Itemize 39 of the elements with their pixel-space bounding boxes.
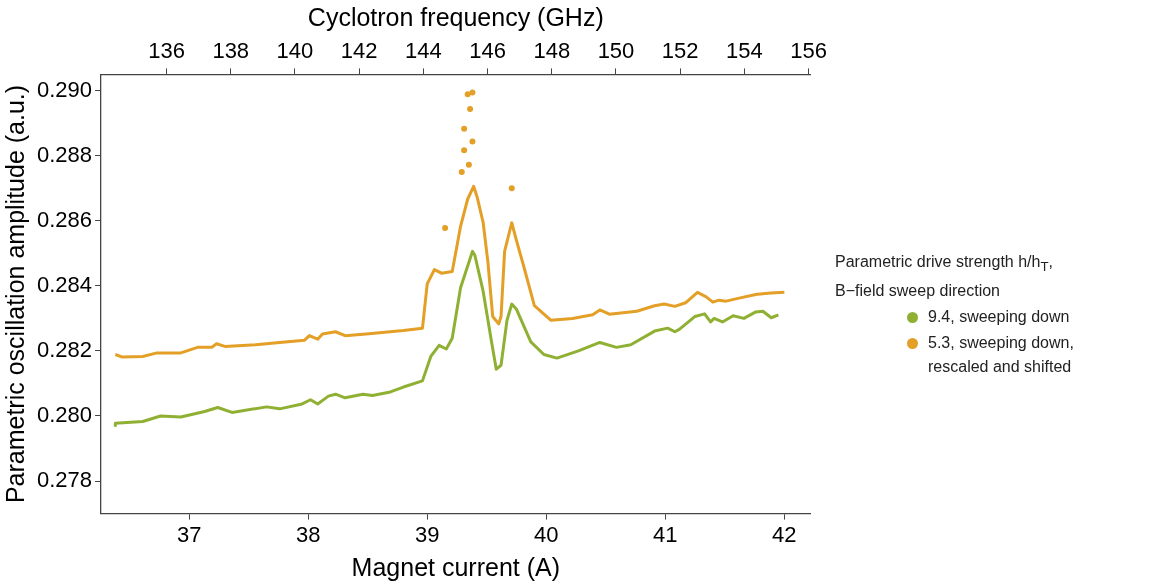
point	[465, 161, 472, 168]
point	[461, 147, 468, 154]
y-tick-label: 0.278	[36, 467, 93, 493]
x2-tick-label: 136	[148, 38, 185, 64]
x2-tick-label: 156	[790, 38, 827, 64]
x2-tick-label: 148	[533, 38, 571, 64]
y-tick-label: 0.286	[36, 206, 93, 232]
x-tick-label: 40	[534, 521, 559, 547]
x-tick-label: 41	[653, 521, 678, 547]
x-tick-label: 37	[176, 521, 202, 547]
x-tick-label: 39	[414, 521, 440, 547]
y-tick-label: 0.288	[36, 141, 93, 167]
y-tick-label: 0.280	[36, 402, 93, 428]
point	[442, 224, 449, 231]
point	[469, 89, 476, 96]
x-axis-title: Magnet current (A)	[351, 552, 561, 581]
point	[458, 169, 465, 175]
text: Parametric drive strength h/h$_{T}$, B−field sweep direction	[835, 253, 1054, 300]
y-tick-label: 0.284	[36, 271, 93, 297]
x2-tick-label: 154	[726, 38, 763, 64]
x2-tick-label: 152	[661, 38, 699, 64]
x2-tick-label: 144	[405, 38, 442, 64]
x-tick-label: 42	[772, 521, 797, 547]
x2-axis-title: Cyclotron frequency (GHz)	[307, 2, 604, 31]
x2-tick-label: 142	[340, 38, 378, 64]
point	[508, 185, 515, 192]
y-tick-label: 0.290	[36, 76, 93, 102]
point	[461, 125, 468, 132]
y-tick-label: 0.282	[36, 337, 93, 362]
y-axis-title: Parametric oscillation amplitude (a.u.)	[0, 84, 29, 504]
x2-tick-label: 140	[276, 38, 314, 64]
legend-label: 5.3, sweeping down, rescaled and shifted	[928, 333, 1074, 378]
x-tick-label: 38	[295, 521, 321, 547]
point	[467, 105, 474, 112]
x2-tick-label: 150	[597, 38, 635, 64]
legend-label: 9.4, sweeping down	[928, 307, 1070, 328]
x2-tick-label: 146	[469, 38, 506, 64]
x2-tick-label: 138	[212, 38, 250, 64]
point	[469, 138, 476, 145]
